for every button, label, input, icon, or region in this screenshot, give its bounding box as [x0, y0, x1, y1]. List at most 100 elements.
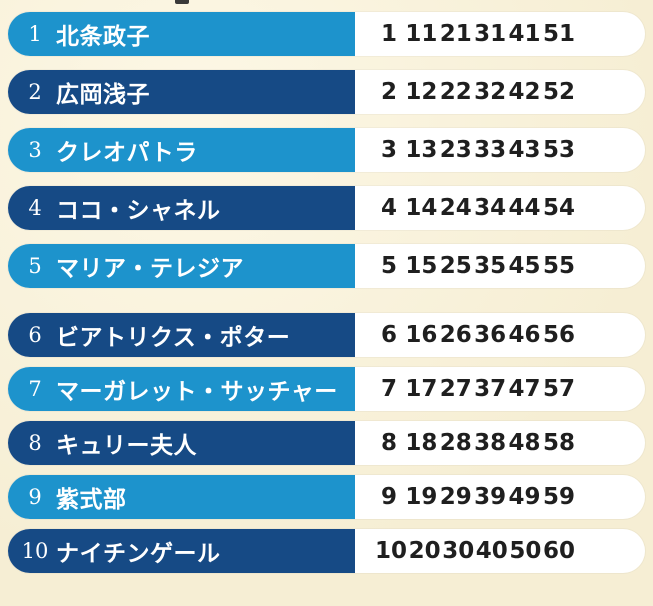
number-cell: 33: [474, 137, 507, 163]
number-cell: 58: [542, 430, 575, 456]
number-cell: 14: [405, 195, 438, 221]
number-cell: 8: [380, 430, 397, 456]
number-cell: 15: [405, 253, 438, 279]
person-name: キュリー夫人: [56, 433, 197, 459]
rank-number: 3: [28, 138, 42, 162]
row-label: 3 クレオパトラ: [8, 128, 355, 172]
table-row: 2 広岡浅子 2 12 22 32 42 52: [8, 70, 645, 114]
person-name: ビアトリクス・ポター: [56, 325, 291, 351]
number-cells: 1 11 21 31 41 51: [355, 12, 645, 56]
number-cell: 53: [542, 137, 575, 163]
number-cells: 5 15 25 35 45 55: [355, 244, 645, 288]
number-cells: 3 13 23 33 43 53: [355, 128, 645, 172]
number-cell: 9: [380, 484, 397, 510]
number-cell: 30: [442, 538, 475, 564]
number-cell: 40: [475, 538, 508, 564]
rank-number: 1: [28, 22, 42, 46]
row-label: 2 広岡浅子: [8, 70, 355, 114]
rank-number: 2: [28, 80, 42, 104]
row-label: 4 ココ・シャネル: [8, 186, 355, 230]
number-cell: 6: [380, 322, 397, 348]
number-cell: 27: [439, 376, 472, 402]
number-cell: 16: [405, 322, 438, 348]
rank-number: 10: [21, 539, 49, 563]
row-label: 10 ナイチンゲール: [8, 529, 355, 573]
table-row: 4 ココ・シャネル 4 14 24 34 44 54: [8, 186, 645, 230]
row-group-bottom: 6 ビアトリクス・ポター 6 16 26 36 46 56 7 マーガレット・サ…: [0, 313, 653, 573]
person-name: 紫式部: [56, 487, 127, 513]
person-name: 広岡浅子: [56, 82, 150, 108]
number-cell: 5: [380, 253, 397, 279]
number-cell: 20: [408, 538, 441, 564]
number-cell: 25: [439, 253, 472, 279]
person-name: マーガレット・サッチャー: [56, 379, 338, 405]
number-cell: 44: [508, 195, 541, 221]
person-name: 北条政子: [56, 24, 150, 50]
number-cell: 35: [474, 253, 507, 279]
number-cell: 4: [380, 195, 397, 221]
number-cell: 49: [508, 484, 541, 510]
row-label: 8 キュリー夫人: [8, 421, 355, 465]
table-row: 8 キュリー夫人 8 18 28 38 48 58: [8, 421, 645, 465]
row-label: 7 マーガレット・サッチャー: [8, 367, 355, 411]
number-cell: 7: [380, 376, 397, 402]
number-cell: 21: [439, 21, 472, 47]
number-cell: 29: [439, 484, 472, 510]
row-label: 1 北条政子: [8, 12, 355, 56]
number-cell: 59: [542, 484, 575, 510]
rank-number: 4: [28, 196, 42, 220]
number-cells: 9 19 29 39 49 59: [355, 475, 645, 519]
person-name: マリア・テレジア: [56, 256, 244, 282]
number-cell: 19: [405, 484, 438, 510]
number-cells: 4 14 24 34 44 54: [355, 186, 645, 230]
number-cell: 34: [474, 195, 507, 221]
number-cell: 28: [439, 430, 472, 456]
number-cell: 52: [542, 79, 575, 105]
number-cells: 8 18 28 38 48 58: [355, 421, 645, 465]
number-cells: 10 20 30 40 50 60: [355, 529, 645, 573]
table-row: 1 北条政子 1 11 21 31 41 51: [8, 12, 645, 56]
number-cell: 39: [474, 484, 507, 510]
number-cell: 22: [439, 79, 472, 105]
number-cell: 17: [405, 376, 438, 402]
row-group-top: 1 北条政子 1 11 21 31 41 51 2 広岡浅子 2 12 22 3…: [0, 12, 653, 288]
rank-number: 8: [28, 431, 42, 455]
person-name: クレオパトラ: [56, 140, 198, 166]
number-cell: 2: [380, 79, 397, 105]
rank-number: 7: [28, 377, 42, 401]
number-cell: 36: [474, 322, 507, 348]
number-cell: 51: [542, 21, 575, 47]
number-cell: 23: [439, 137, 472, 163]
number-cell: 26: [439, 322, 472, 348]
row-label: 6 ビアトリクス・ポター: [8, 313, 355, 357]
number-cell: 48: [508, 430, 541, 456]
number-cell: 11: [405, 21, 438, 47]
number-cell: 55: [542, 253, 575, 279]
table-row: 10 ナイチンゲール 10 20 30 40 50 60: [8, 529, 645, 573]
table-row: 3 クレオパトラ 3 13 23 33 43 53: [8, 128, 645, 172]
number-cell: 47: [508, 376, 541, 402]
number-cell: 45: [508, 253, 541, 279]
person-name: ナイチンゲール: [56, 541, 221, 567]
cropped-title-fragment: [175, 0, 189, 4]
row-label: 9 紫式部: [8, 475, 355, 519]
number-cell: 37: [474, 376, 507, 402]
row-label: 5 マリア・テレジア: [8, 244, 355, 288]
number-cells: 2 12 22 32 42 52: [355, 70, 645, 114]
number-cell: 57: [542, 376, 575, 402]
number-cell: 13: [405, 137, 438, 163]
number-cell: 43: [508, 137, 541, 163]
number-cell: 38: [474, 430, 507, 456]
rank-number: 9: [28, 485, 42, 509]
table-row: 5 マリア・テレジア 5 15 25 35 45 55: [8, 244, 645, 288]
number-cell: 18: [405, 430, 438, 456]
number-cell: 1: [380, 21, 397, 47]
number-cell: 24: [439, 195, 472, 221]
number-cell: 54: [542, 195, 575, 221]
number-cell: 46: [508, 322, 541, 348]
table-row: 6 ビアトリクス・ポター 6 16 26 36 46 56: [8, 313, 645, 357]
number-cell: 12: [405, 79, 438, 105]
number-cell: 56: [542, 322, 575, 348]
name-number-table: 1 北条政子 1 11 21 31 41 51 2 広岡浅子 2 12 22 3…: [0, 0, 653, 573]
number-cell: 50: [509, 538, 542, 564]
